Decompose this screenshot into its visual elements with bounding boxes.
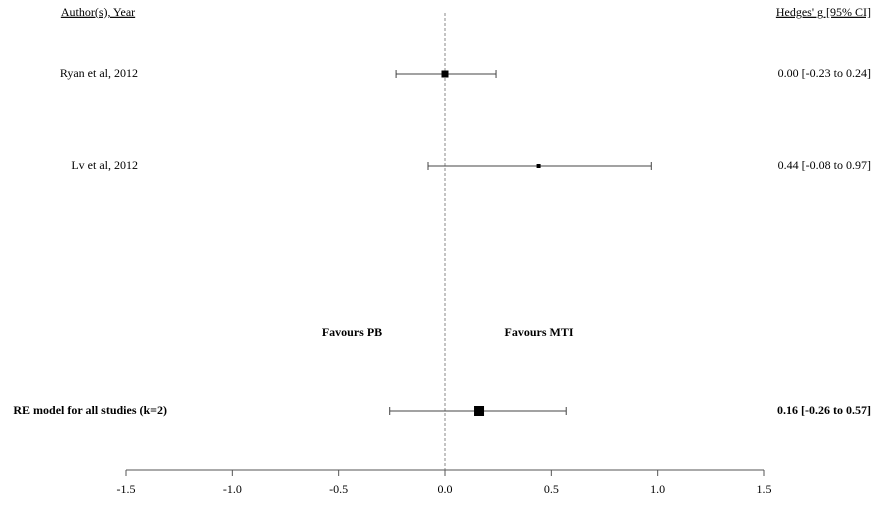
effect-label: 0.00 [-0.23 to 0.24]: [778, 66, 871, 80]
effect-label: 0.44 [-0.08 to 0.97]: [778, 158, 871, 172]
study-header: Author(s), Year: [61, 5, 135, 19]
summary-value-label: 0.16 [-0.26 to 0.57]: [777, 403, 871, 417]
point-estimate: [474, 406, 485, 416]
x-tick-label: 0.5: [544, 482, 559, 496]
point-estimate: [441, 70, 449, 78]
point-estimate: [536, 164, 541, 168]
x-tick-label: 1.5: [757, 482, 772, 496]
annotation: Favours PB: [322, 325, 382, 339]
x-tick-label: -0.5: [329, 482, 348, 496]
annotation: Favours MTI: [505, 325, 574, 339]
x-tick-label: -1.0: [223, 482, 242, 496]
summary-label: RE model for all studies (k=2): [13, 403, 167, 417]
effect-header: Hedges' g [95% CI]: [776, 5, 871, 19]
x-tick-label: 1.0: [650, 482, 665, 496]
x-tick-label: -1.5: [117, 482, 136, 496]
study-label: Lv et al, 2012: [71, 158, 138, 172]
x-tick-label: 0.0: [438, 482, 453, 496]
study-label: Ryan et al, 2012: [60, 66, 138, 80]
